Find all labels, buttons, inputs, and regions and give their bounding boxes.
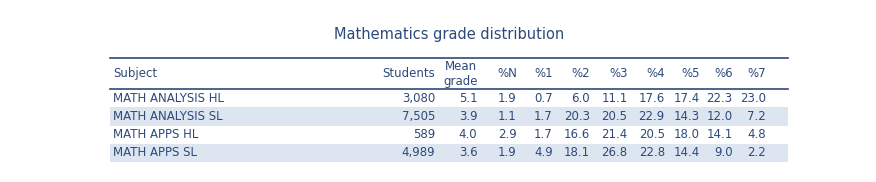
Text: 23.0: 23.0 (740, 92, 766, 105)
Text: 20.3: 20.3 (564, 110, 590, 123)
Text: Mean
grade: Mean grade (443, 60, 477, 88)
Text: 22.3: 22.3 (707, 92, 732, 105)
Bar (110, 126, 788, 144)
Text: MATH APPS HL: MATH APPS HL (113, 128, 198, 141)
Text: Subject: Subject (113, 67, 157, 80)
Text: 17.4: 17.4 (674, 92, 699, 105)
Text: 1.7: 1.7 (534, 110, 553, 123)
Text: 18.1: 18.1 (564, 146, 590, 159)
Bar (110, 144, 788, 162)
Text: 589: 589 (413, 128, 435, 141)
Text: 3.6: 3.6 (459, 146, 477, 159)
Text: 4.9: 4.9 (534, 146, 553, 159)
Text: 0.7: 0.7 (534, 92, 553, 105)
Text: 4,989: 4,989 (402, 146, 435, 159)
Text: 22.9: 22.9 (639, 110, 665, 123)
Text: 4.0: 4.0 (459, 128, 477, 141)
Text: 21.4: 21.4 (601, 128, 627, 141)
Text: %5: %5 (681, 67, 699, 80)
Text: MATH ANALYSIS HL: MATH ANALYSIS HL (113, 92, 224, 105)
Text: Students: Students (383, 67, 435, 80)
Text: 7.2: 7.2 (747, 110, 766, 123)
Text: 4.8: 4.8 (747, 128, 766, 141)
Text: 1.1: 1.1 (498, 110, 517, 123)
Text: 1.9: 1.9 (498, 92, 517, 105)
Text: 6.0: 6.0 (571, 92, 590, 105)
Text: 7,505: 7,505 (402, 110, 435, 123)
Text: 2.2: 2.2 (747, 146, 766, 159)
Text: 9.0: 9.0 (714, 146, 732, 159)
Text: %4: %4 (646, 67, 665, 80)
Text: 11.1: 11.1 (601, 92, 627, 105)
Text: 17.6: 17.6 (639, 92, 665, 105)
Text: 16.6: 16.6 (564, 128, 590, 141)
Text: 20.5: 20.5 (602, 110, 627, 123)
Text: 3.9: 3.9 (459, 110, 477, 123)
Text: %1: %1 (534, 67, 553, 80)
Text: 14.4: 14.4 (674, 146, 699, 159)
Text: 5.1: 5.1 (459, 92, 477, 105)
Text: MATH ANALYSIS SL: MATH ANALYSIS SL (113, 110, 223, 123)
Text: %7: %7 (747, 67, 766, 80)
Text: %3: %3 (609, 67, 627, 80)
Bar (110, 89, 788, 107)
Text: 3,080: 3,080 (402, 92, 435, 105)
Text: 14.1: 14.1 (706, 128, 732, 141)
Text: %6: %6 (714, 67, 732, 80)
Text: 1.9: 1.9 (498, 146, 517, 159)
Text: 22.8: 22.8 (639, 146, 665, 159)
Text: 2.9: 2.9 (498, 128, 517, 141)
Text: 20.5: 20.5 (639, 128, 665, 141)
Text: 14.3: 14.3 (674, 110, 699, 123)
Text: %2: %2 (571, 67, 590, 80)
Text: 26.8: 26.8 (602, 146, 627, 159)
Bar (110, 107, 788, 126)
Text: %N: %N (497, 67, 517, 80)
Text: Mathematics grade distribution: Mathematics grade distribution (334, 27, 564, 42)
Text: 12.0: 12.0 (707, 110, 732, 123)
Text: 1.7: 1.7 (534, 128, 553, 141)
Text: MATH APPS SL: MATH APPS SL (113, 146, 197, 159)
Text: 18.0: 18.0 (674, 128, 699, 141)
